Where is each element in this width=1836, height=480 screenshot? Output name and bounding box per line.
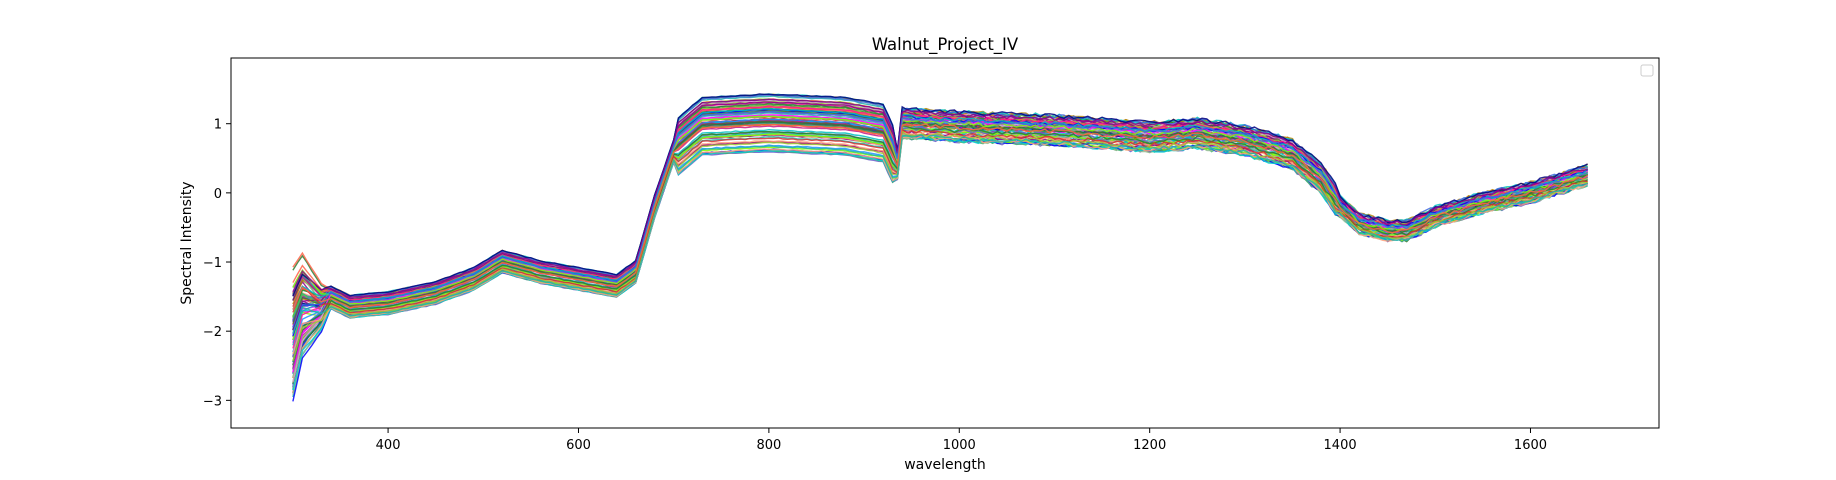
spectrum-line <box>292 108 1588 374</box>
spectrum-line <box>292 121 1589 369</box>
spectrum-line <box>292 118 1588 366</box>
spectrum-line <box>292 110 1588 335</box>
spectrum-line <box>292 115 1588 378</box>
x-tick-label: 1000 <box>943 438 976 453</box>
spectrum-line <box>292 109 1588 385</box>
spectrum-line <box>292 117 1588 313</box>
x-tick-label: 400 <box>376 438 401 453</box>
plot-frame <box>230 57 1660 429</box>
spectrum-line <box>292 114 1588 383</box>
spectrum-line <box>292 125 1588 384</box>
x-axis-label: wavelength <box>904 457 986 473</box>
spectrum-line <box>292 126 1589 367</box>
spectrum-line <box>292 123 1588 374</box>
spectrum-line <box>292 135 1588 355</box>
series-layer <box>292 93 1589 402</box>
spectrum-line <box>292 121 1588 362</box>
spectrum-line <box>292 136 1589 357</box>
x-tick-label: 1400 <box>1324 438 1357 453</box>
spectrum-line <box>292 133 1588 375</box>
x-tick-label: 1200 <box>1133 438 1166 453</box>
y-axis: −3 −2 −1 0 1 <box>203 118 231 409</box>
x-tick-label: 1600 <box>1514 438 1547 453</box>
y-tick-label: −3 <box>203 394 222 409</box>
spectrum-line <box>292 115 1588 305</box>
chart-title: Walnut_Project_IV <box>872 35 1019 55</box>
spectrum-line <box>292 110 1588 321</box>
x-tick-label: 800 <box>756 438 781 453</box>
y-tick-label: 1 <box>214 118 222 133</box>
spectrum-line <box>292 114 1588 373</box>
legend-box <box>1640 64 1654 77</box>
spectrum-line <box>292 98 1588 298</box>
x-axis: 400 600 800 1000 1200 1400 1600 <box>376 428 1547 453</box>
spectrum-line <box>292 127 1588 390</box>
spectrum-line <box>292 134 1588 358</box>
spectrum-line <box>292 110 1588 388</box>
y-tick-label: −2 <box>203 325 222 340</box>
spectrum-line <box>292 120 1588 388</box>
spectrum-line <box>292 121 1588 394</box>
spectrum-line <box>292 123 1589 310</box>
spectrum-line <box>292 123 1588 379</box>
spectrum-line <box>292 127 1588 318</box>
y-axis-label: Spectral Intensity <box>179 181 195 304</box>
x-tick-label: 600 <box>566 438 591 453</box>
spectrum-line <box>292 109 1589 320</box>
spectrum-line <box>292 126 1588 358</box>
spectrum-line <box>292 134 1588 334</box>
spectrum-line <box>292 130 1588 362</box>
y-tick-label: −1 <box>203 256 222 271</box>
y-tick-label: 0 <box>214 187 222 202</box>
spectrum-line <box>292 100 1588 383</box>
